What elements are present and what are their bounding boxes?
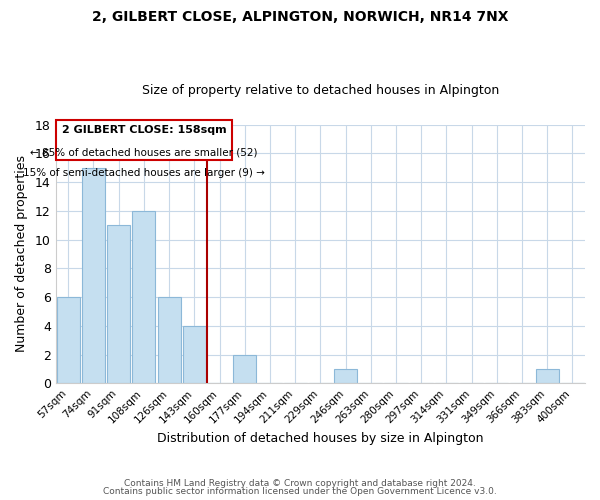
FancyBboxPatch shape — [56, 120, 232, 160]
Bar — [158, 297, 181, 384]
Bar — [107, 225, 130, 384]
Text: ← 85% of detached houses are smaller (52): ← 85% of detached houses are smaller (52… — [30, 148, 257, 158]
Bar — [233, 354, 256, 384]
Text: Contains HM Land Registry data © Crown copyright and database right 2024.: Contains HM Land Registry data © Crown c… — [124, 478, 476, 488]
Bar — [536, 369, 559, 384]
Text: 2, GILBERT CLOSE, ALPINGTON, NORWICH, NR14 7NX: 2, GILBERT CLOSE, ALPINGTON, NORWICH, NR… — [92, 10, 508, 24]
Text: 2 GILBERT CLOSE: 158sqm: 2 GILBERT CLOSE: 158sqm — [62, 126, 226, 136]
Bar — [183, 326, 206, 384]
Bar — [82, 168, 105, 384]
Bar — [56, 297, 80, 384]
Bar — [334, 369, 357, 384]
Text: Contains public sector information licensed under the Open Government Licence v3: Contains public sector information licen… — [103, 487, 497, 496]
Text: 15% of semi-detached houses are larger (9) →: 15% of semi-detached houses are larger (… — [23, 168, 265, 178]
Bar — [133, 211, 155, 384]
Title: Size of property relative to detached houses in Alpington: Size of property relative to detached ho… — [142, 84, 499, 97]
Y-axis label: Number of detached properties: Number of detached properties — [15, 156, 28, 352]
X-axis label: Distribution of detached houses by size in Alpington: Distribution of detached houses by size … — [157, 432, 484, 445]
